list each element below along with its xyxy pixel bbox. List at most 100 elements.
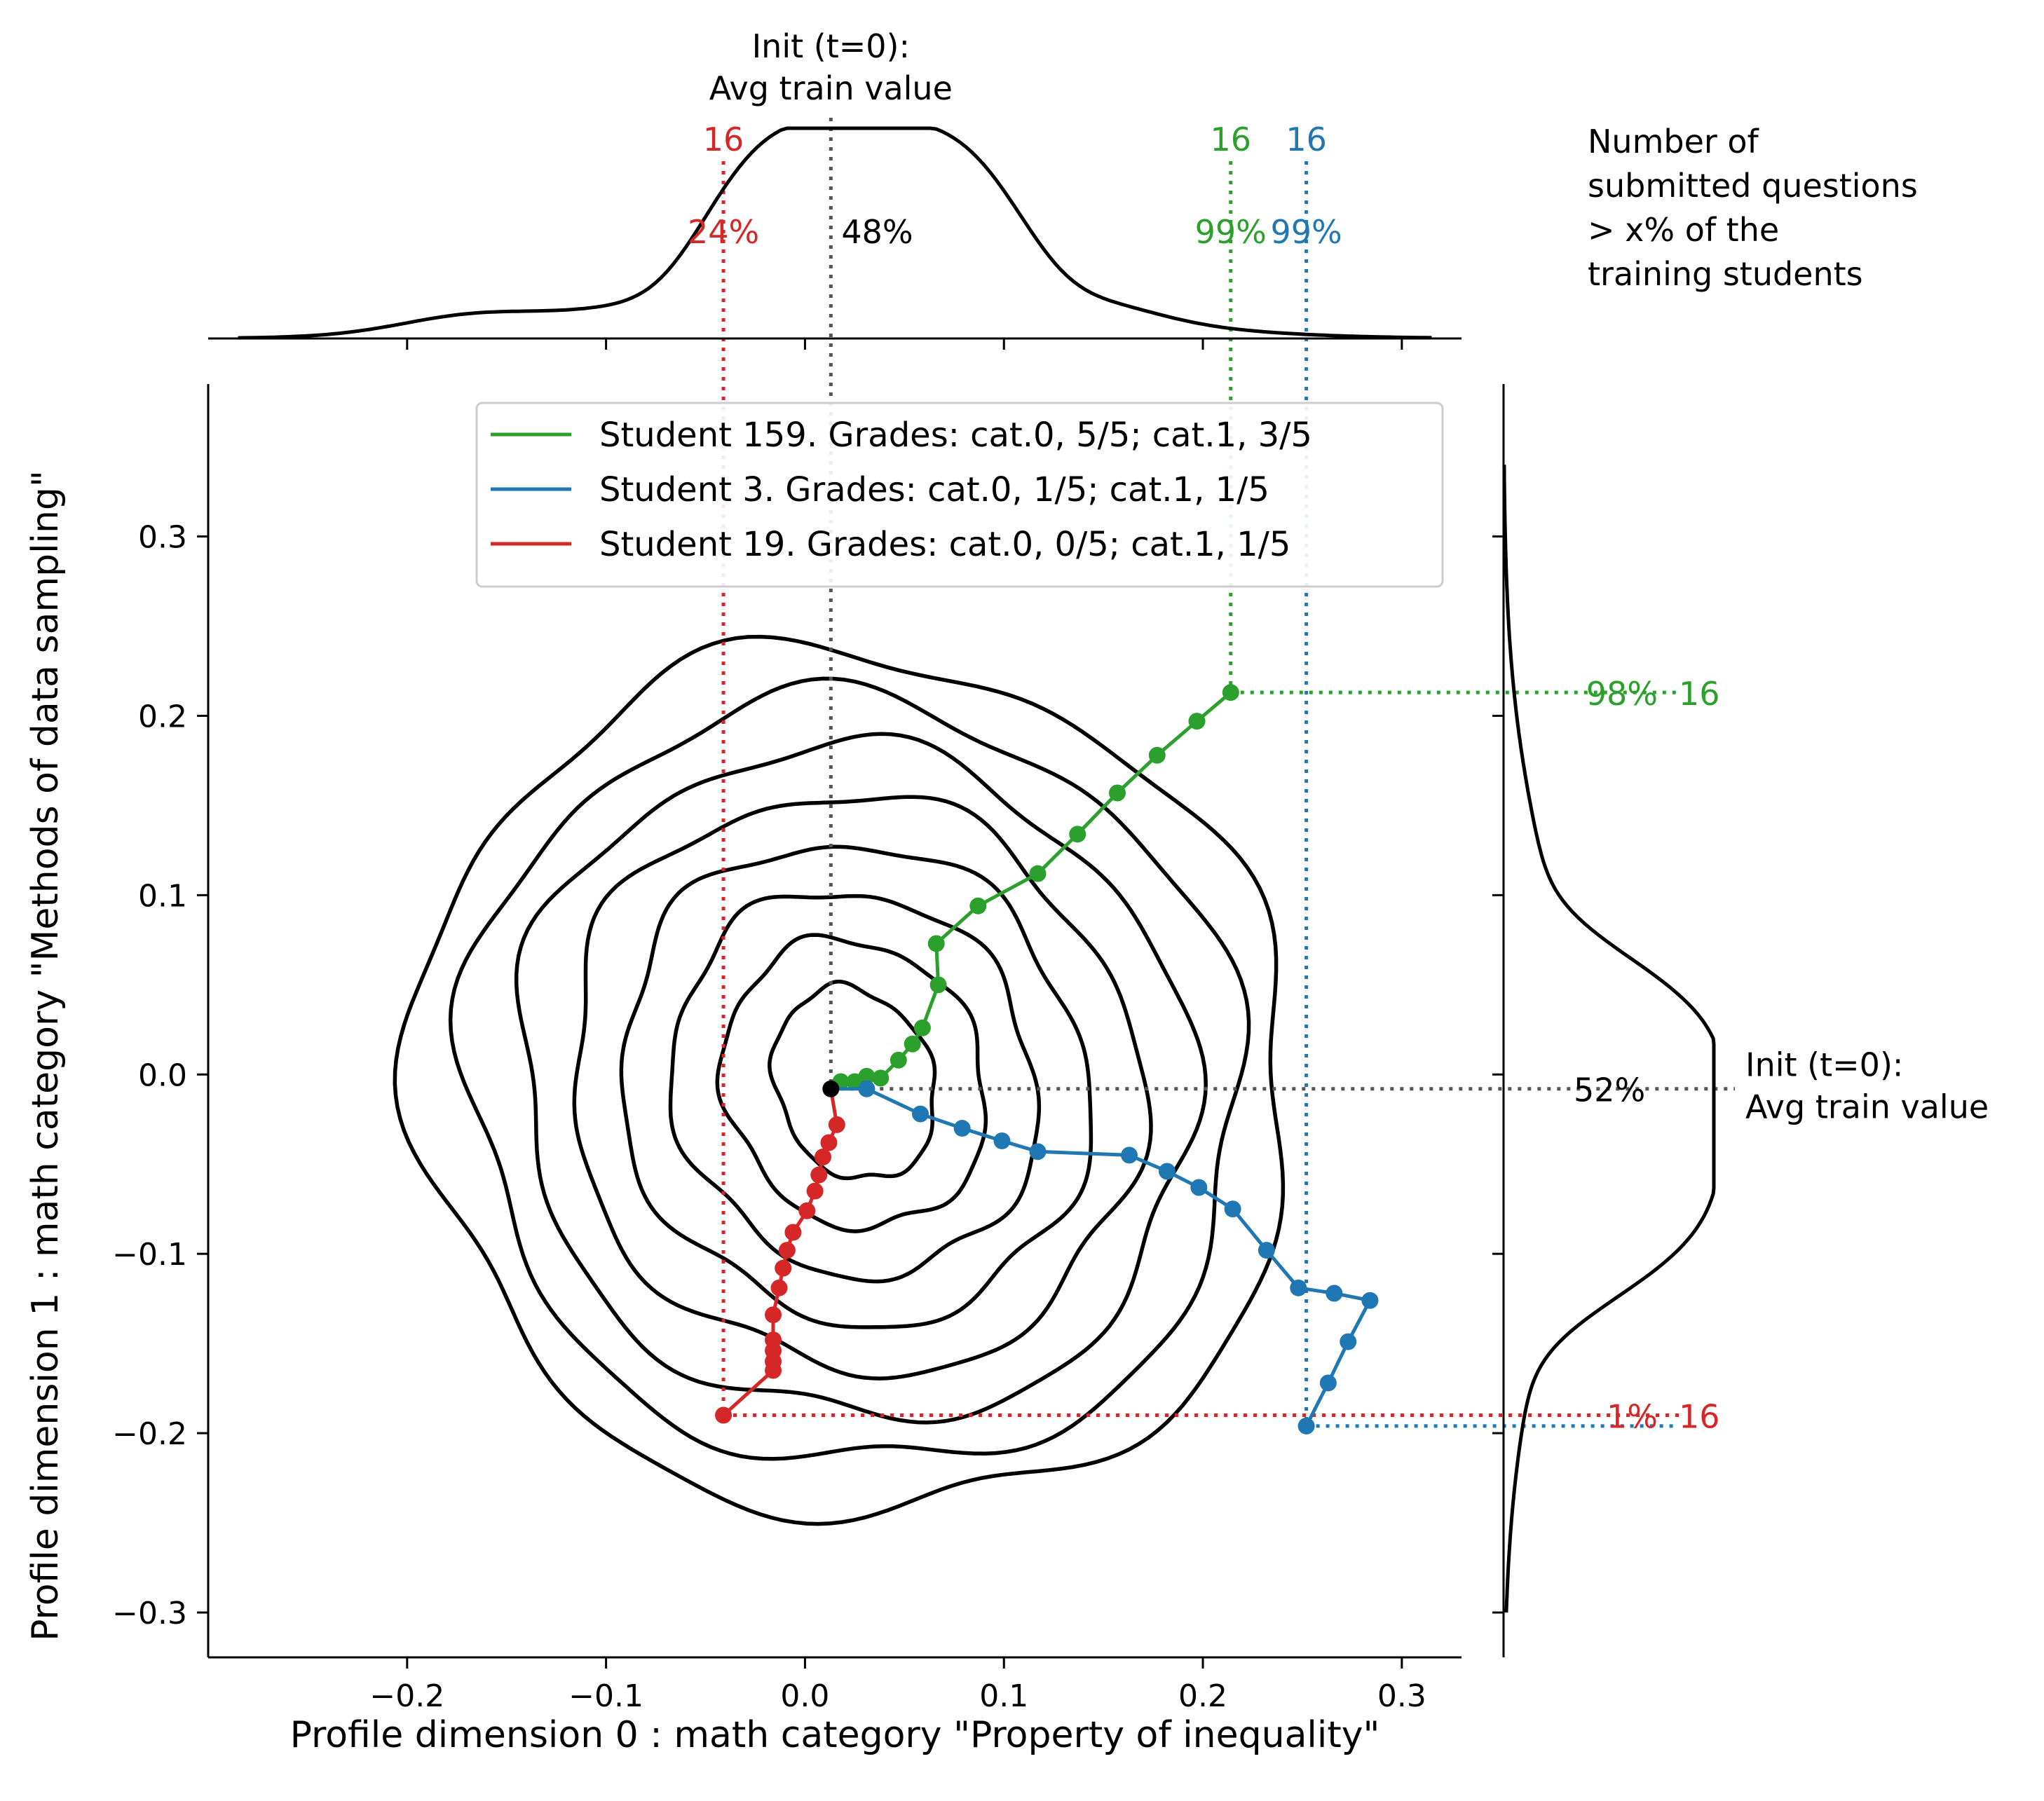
data-point xyxy=(993,1132,1011,1149)
data-point xyxy=(1222,684,1239,701)
x-axis-label: Profile dimension 0 : math category "Pro… xyxy=(290,1714,1380,1756)
data-point xyxy=(828,1116,845,1133)
data-point xyxy=(929,976,947,994)
density-contour xyxy=(768,979,937,1181)
data-point xyxy=(890,1051,907,1069)
data-point xyxy=(969,897,987,915)
axes: −0.2 −0.1 0.0 0.1 0.2 0.3 −0.3 −0.2 −0.1 0.0 0.1 0.… xyxy=(25,384,1462,1756)
data-point xyxy=(798,1202,816,1219)
top-marginal xyxy=(208,126,1462,350)
data-point xyxy=(1297,1417,1315,1434)
legend-label: Student 159. Grades: cat.0, 5/5; cat.1, … xyxy=(599,416,1312,455)
x-tick-label: 0.0 xyxy=(780,1678,829,1714)
data-point xyxy=(1290,1279,1307,1296)
legend-label: Student 3. Grades: cat.0, 1/5; cat.1, 1/… xyxy=(599,470,1269,509)
data-point xyxy=(1326,1285,1343,1302)
data-point xyxy=(778,1242,796,1259)
data-point xyxy=(1361,1292,1379,1309)
top-init-percent: 48% xyxy=(841,213,913,251)
y-tick-label: −0.3 xyxy=(112,1596,187,1631)
right-density-curve xyxy=(1502,465,1716,1613)
data-point xyxy=(806,1182,824,1200)
data-point xyxy=(715,1406,733,1424)
right-marginal xyxy=(1492,384,1716,1657)
side-note: Number of xyxy=(1588,123,1760,160)
student-trajectories xyxy=(715,684,1379,1434)
data-point xyxy=(1109,784,1126,802)
density-contour xyxy=(572,795,1153,1381)
data-point xyxy=(1069,826,1086,843)
init-point xyxy=(822,1080,840,1097)
data-point xyxy=(1340,1333,1357,1350)
data-point xyxy=(1190,1179,1208,1196)
data-point xyxy=(1319,1374,1337,1392)
data-point xyxy=(858,1080,875,1097)
data-point xyxy=(810,1166,828,1184)
y-tick-label: 0.0 xyxy=(138,1057,187,1093)
init-label-right: Init (t=0): xyxy=(1745,1046,1903,1084)
data-point xyxy=(770,1279,788,1296)
legend: Student 159. Grades: cat.0, 5/5; cat.1, … xyxy=(475,402,1444,588)
init-label-top: Avg train value xyxy=(709,69,953,107)
x-tick-label: 0.1 xyxy=(979,1678,1028,1714)
top-marker-count: 16 xyxy=(1211,121,1252,158)
data-point xyxy=(913,1019,931,1036)
x-tick-label: −0.1 xyxy=(568,1678,643,1714)
data-point xyxy=(1258,1242,1275,1259)
y-tick-label: 0.3 xyxy=(138,520,187,556)
data-point xyxy=(1188,713,1206,730)
density-contour xyxy=(393,634,1286,1526)
top-marker-percent: 24% xyxy=(688,213,759,251)
data-point xyxy=(820,1134,838,1151)
init-label-right: Avg train value xyxy=(1745,1088,1989,1126)
side-note: submitted questions xyxy=(1588,167,1918,205)
data-point xyxy=(1029,865,1047,882)
data-point xyxy=(872,1069,890,1087)
top-marker-count: 16 xyxy=(703,121,744,158)
x-tick-label: 0.2 xyxy=(1178,1678,1227,1714)
data-point xyxy=(1224,1200,1241,1218)
data-point xyxy=(784,1224,802,1241)
y-tick-label: −0.1 xyxy=(112,1237,187,1273)
x-tick-label: −0.2 xyxy=(369,1678,444,1714)
density-contour xyxy=(619,844,1093,1329)
y-tick-label: 0.1 xyxy=(138,878,187,914)
data-point xyxy=(912,1105,929,1123)
data-point xyxy=(765,1362,782,1379)
density-contour xyxy=(715,933,988,1233)
density-contour xyxy=(668,893,1042,1284)
right-marker-count: 16 xyxy=(1679,675,1720,713)
right-init-percent: 52% xyxy=(1574,1071,1645,1109)
annotations: Init (t=0): Avg train value Init (t=0): Avg… xyxy=(688,27,1989,1436)
side-note: > x% of the xyxy=(1588,211,1779,249)
side-note: training students xyxy=(1588,255,1863,293)
series-line xyxy=(829,691,1232,1090)
x-tick-label: 0.3 xyxy=(1377,1678,1426,1714)
top-density-curve xyxy=(238,126,1432,340)
data-point xyxy=(953,1120,971,1137)
density-contours xyxy=(393,634,1286,1526)
legend-box xyxy=(475,402,1444,588)
reference-lines xyxy=(721,118,1735,1428)
right-marker-percent: 98% xyxy=(1586,675,1658,713)
y-axis-label: Profile dimension 1 : math category "Met… xyxy=(25,470,67,1641)
init-label-top: Init (t=0): xyxy=(752,27,910,65)
legend-label: Student 19. Grades: cat.0, 0/5; cat.1, 1… xyxy=(599,525,1290,564)
y-tick-label: 0.2 xyxy=(138,699,187,734)
right-marker-count: 16 xyxy=(1679,1398,1720,1436)
data-point xyxy=(1158,1163,1176,1180)
right-marker-percent: 1% xyxy=(1607,1398,1658,1436)
data-point xyxy=(814,1148,831,1165)
density-contour xyxy=(448,676,1251,1461)
data-point xyxy=(765,1306,782,1324)
data-point xyxy=(775,1259,792,1277)
data-point xyxy=(904,1035,921,1053)
data-point xyxy=(1148,746,1166,764)
density-contour xyxy=(514,732,1208,1425)
data-point xyxy=(927,935,945,952)
top-marker-percent: 99% xyxy=(1271,213,1342,251)
y-tick-label: −0.2 xyxy=(112,1416,187,1452)
data-point xyxy=(1121,1146,1138,1164)
top-marker-count: 16 xyxy=(1286,121,1327,158)
